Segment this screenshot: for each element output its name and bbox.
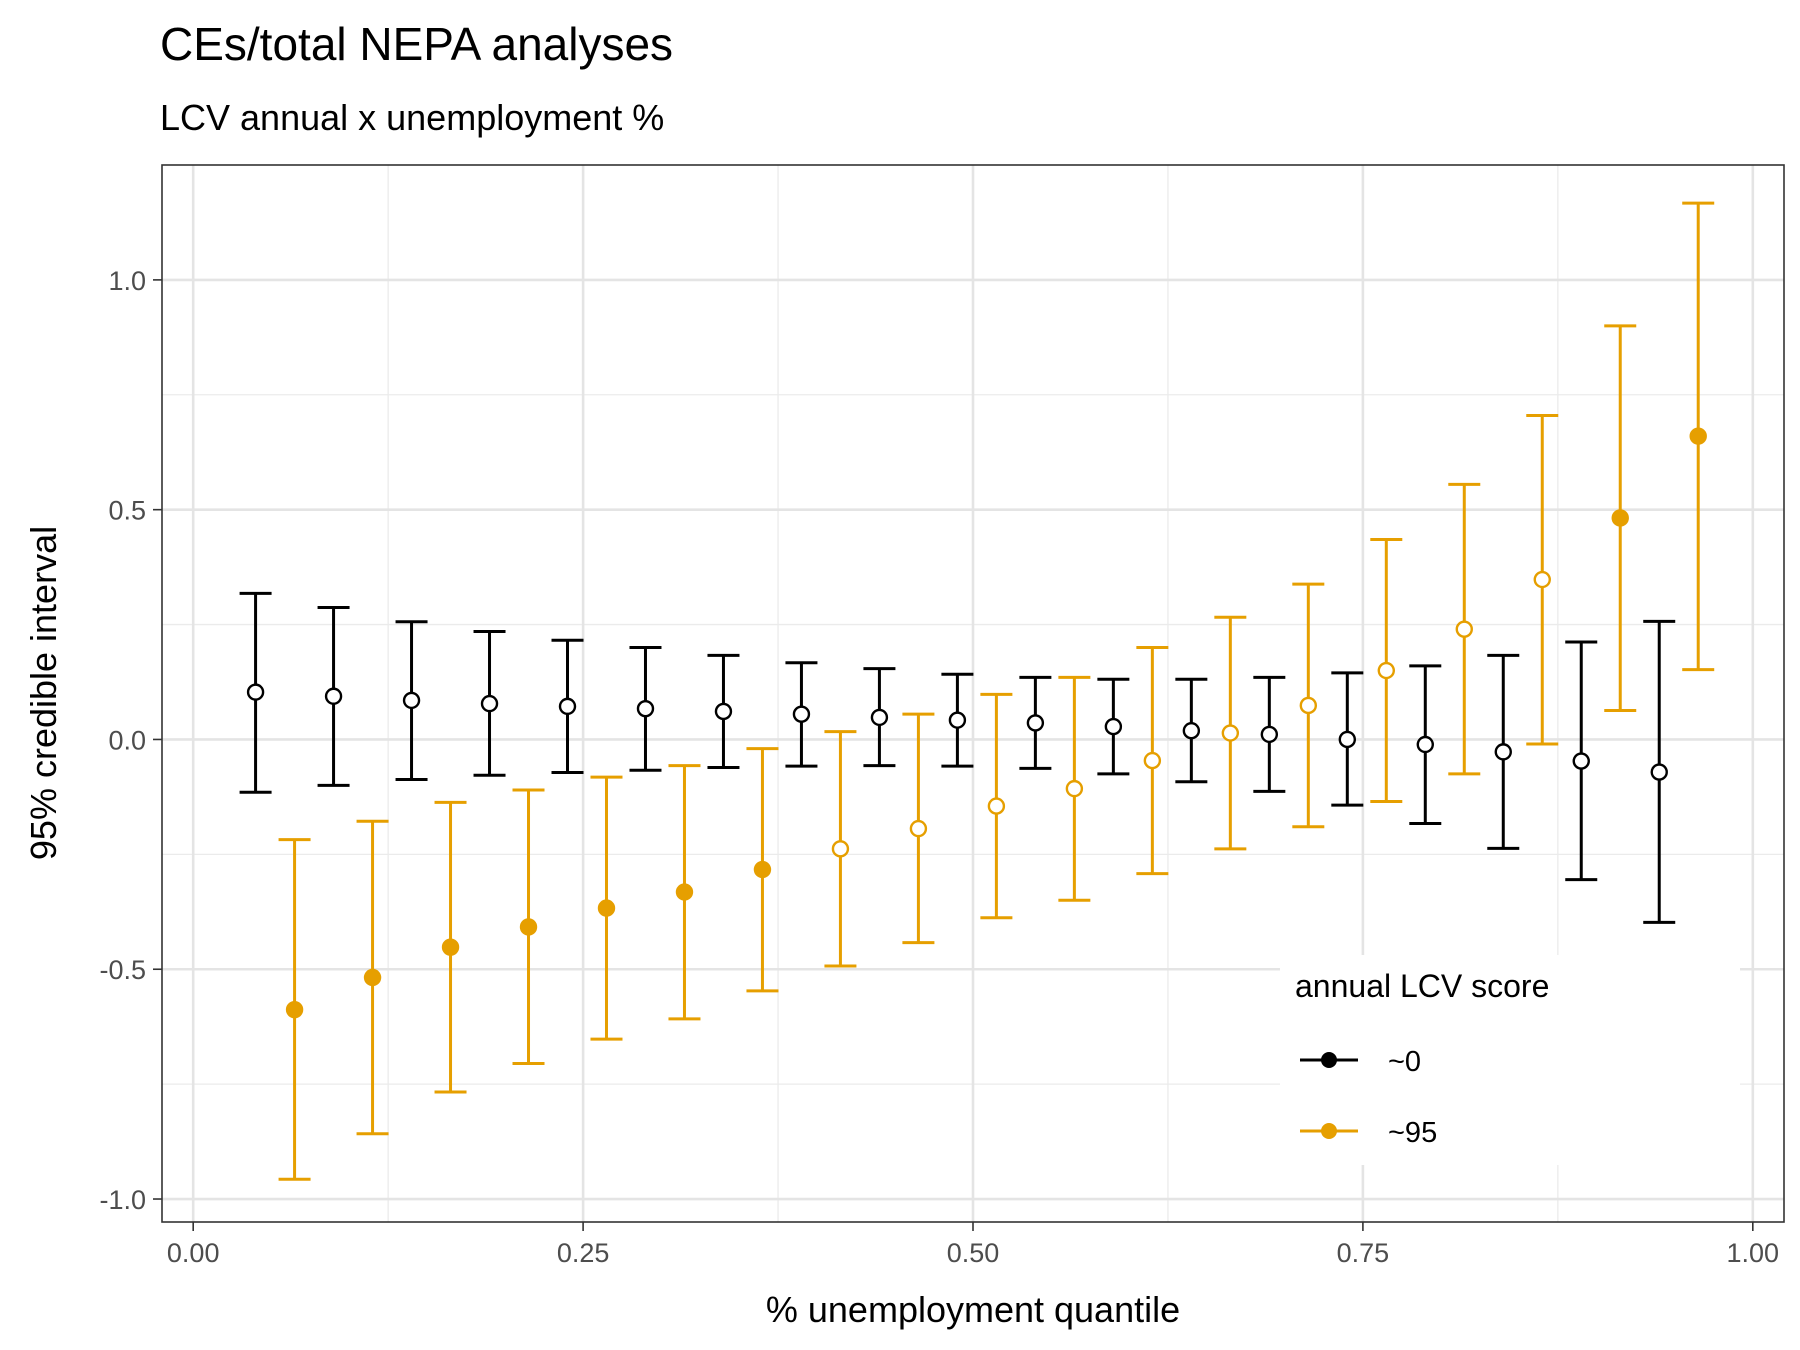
data-point xyxy=(1377,661,1395,680)
x-axis: 0.00 0.25 0.50 0.75 1.00 xyxy=(167,1222,1779,1268)
y-tick-label: 1.0 xyxy=(108,266,146,296)
data-point xyxy=(1611,509,1629,527)
x-tick-label: 0.50 xyxy=(947,1238,1000,1268)
legend: annual LCV score ~0 ~95 xyxy=(1280,955,1740,1165)
data-point xyxy=(1260,725,1279,744)
legend-key-dot-0 xyxy=(1321,1052,1337,1068)
data-point xyxy=(675,883,694,901)
data-point xyxy=(987,797,1006,815)
data-point xyxy=(1572,752,1590,770)
data-point xyxy=(1494,743,1512,761)
data-point xyxy=(363,968,382,987)
legend-entry-0: ~0 xyxy=(1300,1046,1421,1078)
y-axis: -1.0 -0.5 0.0 0.5 1.0 xyxy=(99,266,162,1215)
legend-title: annual LCV score xyxy=(1295,968,1549,1004)
data-point xyxy=(1104,717,1123,736)
legend-entry-1: ~95 xyxy=(1300,1117,1437,1149)
x-axis-title: % unemployment quantile xyxy=(766,1289,1180,1330)
data-point xyxy=(1143,751,1162,770)
data-point xyxy=(597,899,616,917)
y-tick-label: 0.5 xyxy=(108,496,146,526)
legend-key-dot-1 xyxy=(1321,1123,1337,1139)
data-point xyxy=(1221,724,1240,742)
data-point xyxy=(714,702,733,721)
data-point xyxy=(753,860,772,879)
data-point xyxy=(558,697,577,716)
data-point xyxy=(246,683,265,701)
grid-lines xyxy=(162,165,1784,1222)
data-point xyxy=(480,694,499,713)
data-point xyxy=(1533,570,1551,589)
data-point xyxy=(285,1000,304,1019)
x-tick-label: 0.25 xyxy=(557,1238,610,1268)
data-point xyxy=(1338,730,1357,749)
data-point xyxy=(1026,714,1045,732)
y-axis-title: 95% credible interval xyxy=(23,526,64,860)
legend-label-0: ~0 xyxy=(1388,1046,1421,1078)
data-point xyxy=(870,708,889,727)
data-point xyxy=(792,705,811,723)
x-tick-label: 0.00 xyxy=(167,1238,220,1268)
chart-subtitle: LCV annual x unemployment % xyxy=(160,97,664,138)
data-point xyxy=(1182,722,1201,740)
x-tick-label: 1.00 xyxy=(1727,1238,1780,1268)
data-point xyxy=(519,918,538,936)
data-point xyxy=(636,699,655,718)
data-point xyxy=(1065,779,1084,798)
legend-label-1: ~95 xyxy=(1388,1117,1437,1149)
data-point xyxy=(1650,763,1668,781)
data-point xyxy=(1416,735,1434,754)
data-point xyxy=(831,840,850,858)
y-tick-label: -1.0 xyxy=(99,1185,146,1215)
data-point xyxy=(909,819,928,838)
data-points xyxy=(246,427,1707,1019)
y-tick-label: 0.0 xyxy=(108,725,146,755)
data-point xyxy=(1455,620,1473,638)
data-point xyxy=(1689,427,1707,445)
data-point xyxy=(948,711,967,729)
y-tick-label: -0.5 xyxy=(99,955,146,985)
x-tick-label: 0.75 xyxy=(1337,1238,1390,1268)
data-point xyxy=(441,938,460,956)
data-point xyxy=(324,687,343,705)
data-point xyxy=(402,691,421,710)
data-point xyxy=(1299,696,1318,715)
chart-title: CEs/total NEPA analyses xyxy=(160,18,673,70)
